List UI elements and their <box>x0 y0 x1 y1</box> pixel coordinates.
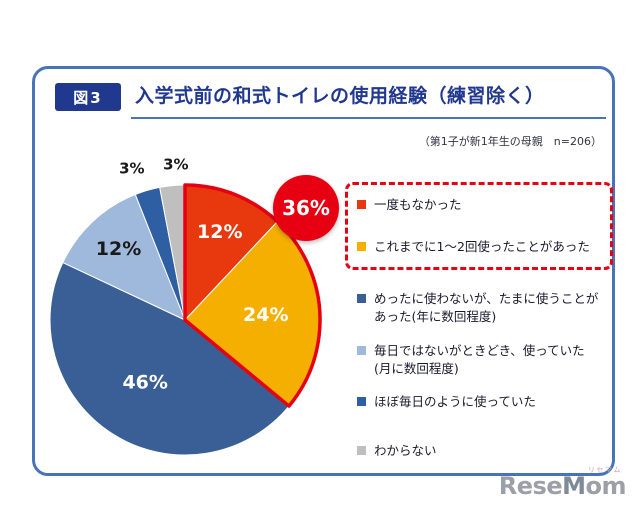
sample-note: （第1子が新1年生の母親 n=206） <box>418 135 602 148</box>
logo-text-m: M <box>562 472 586 500</box>
legend-swatch <box>357 345 366 355</box>
legend-item: ほぼ毎日のように使っていた <box>357 393 613 411</box>
legend-item-label: 一度もなかった <box>374 197 462 212</box>
logo-text-1: Rese <box>498 472 563 500</box>
resemom-logo: リセマム ReseMom <box>498 466 627 500</box>
legend-item-label: わからない <box>374 442 437 458</box>
legend-swatch <box>357 294 366 304</box>
legend-item-label: これまでに1～2回使ったことがあった <box>374 239 590 255</box>
legend-item: 一度もなかった <box>357 196 601 214</box>
pie-slice-label: 46% <box>122 372 167 394</box>
pie-chart: 12% 24% 46% 12% 3% 3% <box>49 156 322 456</box>
legend-rest: めったに使わないが、たまに使うことが あった(年に数回程度) 毎日ではないがときど… <box>345 290 613 460</box>
logo-text-2: om <box>585 472 627 500</box>
legend-swatch <box>357 396 366 406</box>
pie-slice-label: 12% <box>96 238 141 260</box>
legend-item: 毎日ではないがときどき、使っていた (月に数回程度) <box>357 342 613 378</box>
highlight-outline <box>183 183 322 408</box>
legend-swatch <box>357 200 366 209</box>
legend-item: めったに使わないが、たまに使うことが あった(年に数回程度) <box>357 290 613 326</box>
legend-item-label: 毎日ではないがときどき、使っていた (月に数回程度) <box>374 342 585 376</box>
title-underline <box>131 117 606 119</box>
pie-slice-label: 3% <box>163 156 188 174</box>
legend-item: わからない <box>357 442 613 460</box>
legend-item: これまでに1～2回使ったことがあった <box>357 238 601 256</box>
legend-item-label: めったに使わないが、たまに使うことが あった(年に数回程度) <box>374 291 599 325</box>
legend-swatch <box>357 445 366 455</box>
highlight-total-badge: 36% <box>273 175 339 241</box>
figure-title: 入学式前の和式トイレの使用経験（練習除く） <box>135 85 545 107</box>
pie-slice-label: 3% <box>119 159 144 177</box>
logo-katakana: リセマム <box>588 466 622 474</box>
figure-tag: 図3 <box>55 83 121 111</box>
legend-swatch <box>357 242 366 252</box>
pie-slice <box>49 261 290 456</box>
legend-highlight-group: 一度もなかったこれまでに1～2回使ったことがあった <box>345 182 613 271</box>
pie-slice-label: 12% <box>197 221 242 243</box>
legend: 一度もなかったこれまでに1～2回使ったことがあった めったに使わないが、たまに使… <box>345 182 613 460</box>
pie-slice-label: 24% <box>243 304 288 326</box>
figure-frame: 図3 入学式前の和式トイレの使用経験（練習除く） （第1子が新1年生の母親 n=… <box>32 66 615 476</box>
legend-item-label: ほぼ毎日のように使っていた <box>374 393 536 409</box>
pie-slice <box>62 193 186 321</box>
